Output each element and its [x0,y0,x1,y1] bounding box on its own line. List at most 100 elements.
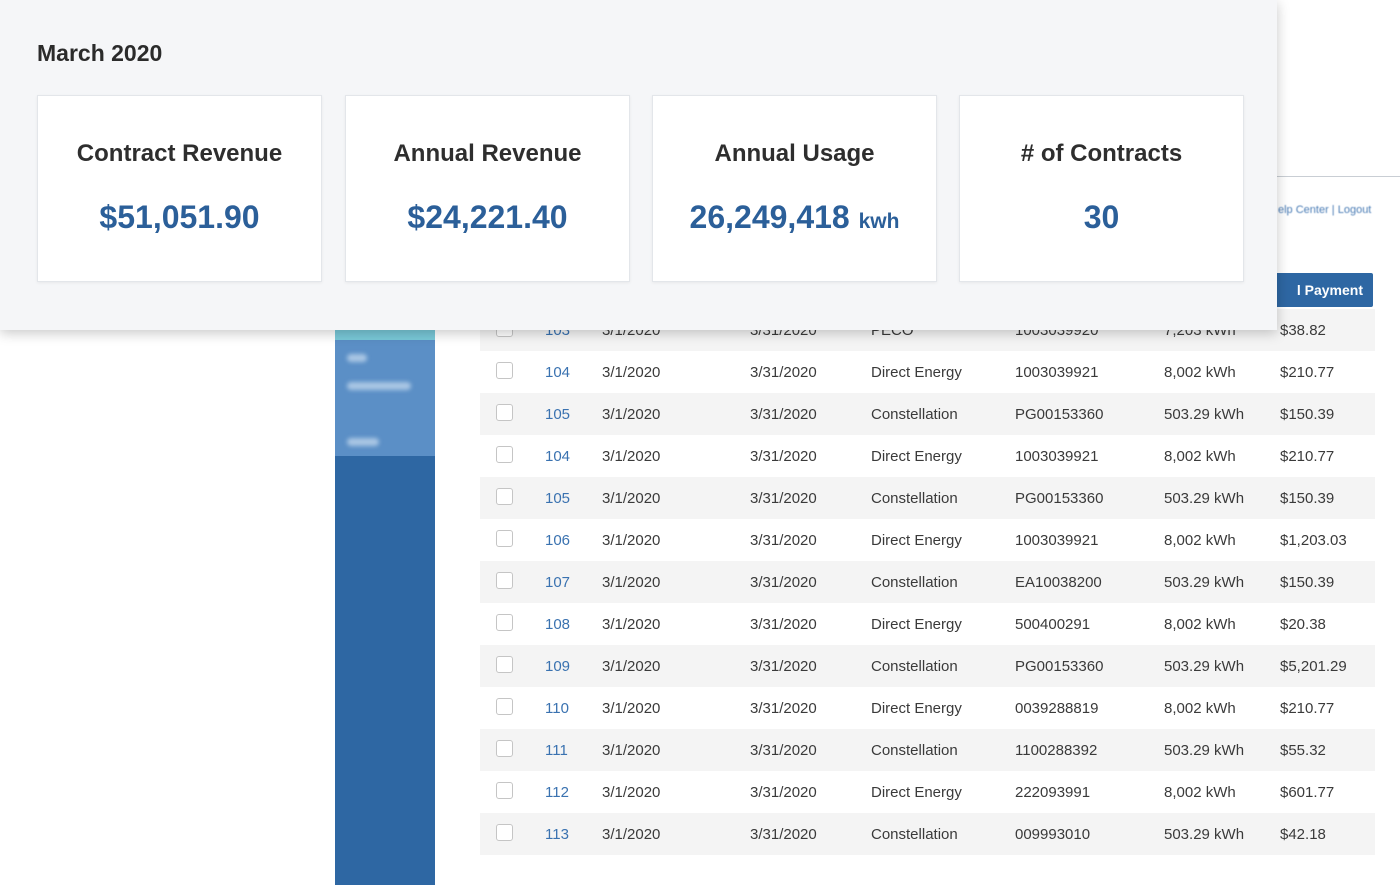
contract-id-link[interactable]: 112 [545,783,569,801]
row-select-cell [480,729,545,771]
row-checkbox[interactable] [496,655,513,673]
supplier-cell: Direct Energy [871,699,962,717]
table-row: 105 3/1/2020 3/31/2020 Constellation PG00153… [480,477,1375,519]
contract-id-link[interactable]: 111 [545,741,568,759]
table-row: 105 3/1/2020 3/31/2020 Constellation PG00153… [480,393,1375,435]
row-checkbox[interactable] [496,781,513,799]
supplier-cell: Constellation [871,825,958,843]
contract-id-link[interactable]: 108 [545,615,571,633]
start-date-cell: 3/1/2020 [602,699,661,717]
amount-cell: $42.18 [1280,825,1326,843]
table-row: 112 3/1/2020 3/31/2020 Direct Energy 2220939… [480,771,1375,813]
start-date-cell: 3/1/2020 [602,405,661,423]
card-value: $24,221.40 [346,199,629,236]
account-number-cell: 1100288392 [1015,741,1098,759]
end-date-cell: 3/31/2020 [750,825,817,843]
row-checkbox[interactable] [496,361,513,379]
account-number-cell: EA10038200 [1015,573,1102,591]
card-label: Annual Revenue [393,140,582,167]
annual-usage-card: Annual Usage 26,249,418 kwh [652,95,937,282]
end-date-cell: 3/31/2020 [750,615,817,633]
end-date-cell: 3/31/2020 [750,573,817,591]
contract-count-card: # of Contracts 30 [959,95,1244,282]
end-date-cell: 3/31/2020 [750,657,817,675]
table-row: 107 3/1/2020 3/31/2020 Constellation EA10038… [480,561,1375,603]
contract-id-link[interactable]: 113 [545,825,569,843]
table-row: 106 3/1/2020 3/31/2020 Direct Energy 1003039… [480,519,1375,561]
sidebar-submenu-item[interactable] [347,382,411,390]
end-date-cell: 3/31/2020 [750,741,817,759]
contract-id-link[interactable]: 105 [545,405,571,423]
row-checkbox[interactable] [496,613,513,631]
supplier-cell: Constellation [871,741,958,759]
supplier-cell: Direct Energy [871,447,962,465]
row-checkbox[interactable] [496,697,513,715]
start-date-cell: 3/1/2020 [602,657,661,675]
account-number-cell: 1003039921 [1015,447,1099,465]
end-date-cell: 3/31/2020 [750,489,817,507]
end-date-cell: 3/31/2020 [750,405,817,423]
sidebar-submenu-item[interactable] [347,354,367,362]
end-date-cell: 3/31/2020 [750,363,817,381]
start-date-cell: 3/1/2020 [602,783,661,801]
start-date-cell: 3/1/2020 [602,741,661,759]
amount-cell: $20.38 [1280,615,1326,633]
card-value: 30 [960,199,1243,236]
amount-cell: $38.82 [1280,321,1326,339]
sidebar-submenu[interactable] [335,340,435,456]
usage-cell: 8,002 kWh [1164,783,1236,801]
card-value: $51,051.90 [38,199,321,236]
contract-id-link[interactable]: 109 [545,657,571,675]
end-date-cell: 3/31/2020 [750,447,817,465]
contract-id-link[interactable]: 105 [545,489,571,507]
amount-cell: $150.39 [1280,489,1335,507]
row-select-cell [480,519,545,561]
row-select-cell [480,603,545,645]
make-payment-button[interactable]: l Payment [1262,273,1373,307]
row-checkbox[interactable] [496,403,513,421]
row-checkbox[interactable] [496,571,513,589]
sidebar-submenu-item[interactable] [347,438,379,446]
row-select-cell [480,477,545,519]
table-row: 109 3/1/2020 3/31/2020 Constellation PG00153… [480,645,1375,687]
amount-cell: $210.77 [1280,699,1335,717]
amount-cell: $55.32 [1280,741,1326,759]
usage-cell: 503.29 kWh [1164,657,1245,675]
row-checkbox[interactable] [496,445,513,463]
account-number-cell: PG00153360 [1015,405,1104,423]
supplier-cell: Constellation [871,489,958,507]
usage-cell: 8,002 kWh [1164,531,1236,549]
usage-cell: 503.29 kWh [1164,489,1245,507]
card-value: 26,249,418 kwh [653,199,936,236]
row-checkbox[interactable] [496,823,513,841]
annual-revenue-card: Annual Revenue $24,221.40 [345,95,630,282]
row-checkbox[interactable] [496,487,513,505]
row-checkbox[interactable] [496,529,513,547]
contract-id-link[interactable]: 104 [545,363,571,381]
table-row: 111 3/1/2020 3/31/2020 Constellation 1100288… [480,729,1375,771]
contract-id-link[interactable]: 107 [545,573,571,591]
start-date-cell: 3/1/2020 [602,447,661,465]
account-number-cell: PG00153360 [1015,489,1104,507]
header-links[interactable]: elp Center | Logout [1278,204,1372,216]
contract-id-link[interactable]: 106 [545,531,571,549]
account-number-cell: 222093991 [1015,783,1091,801]
start-date-cell: 3/1/2020 [602,531,661,549]
end-date-cell: 3/31/2020 [750,699,817,717]
card-label: Annual Usage [714,140,875,167]
usage-cell: 503.29 kWh [1164,741,1245,759]
supplier-cell: Constellation [871,657,958,675]
amount-cell: $210.77 [1280,447,1335,465]
row-checkbox[interactable] [496,739,513,757]
contract-id-link[interactable]: 110 [545,699,569,717]
row-select-cell [480,351,545,393]
amount-cell: $150.39 [1280,405,1335,423]
supplier-cell: Constellation [871,405,958,423]
contract-id-link[interactable]: 104 [545,447,571,465]
start-date-cell: 3/1/2020 [602,825,661,843]
start-date-cell: 3/1/2020 [602,573,661,591]
row-select-cell [480,393,545,435]
account-number-cell: 1003039921 [1015,531,1099,549]
row-select-cell [480,645,545,687]
row-select-cell [480,435,545,477]
